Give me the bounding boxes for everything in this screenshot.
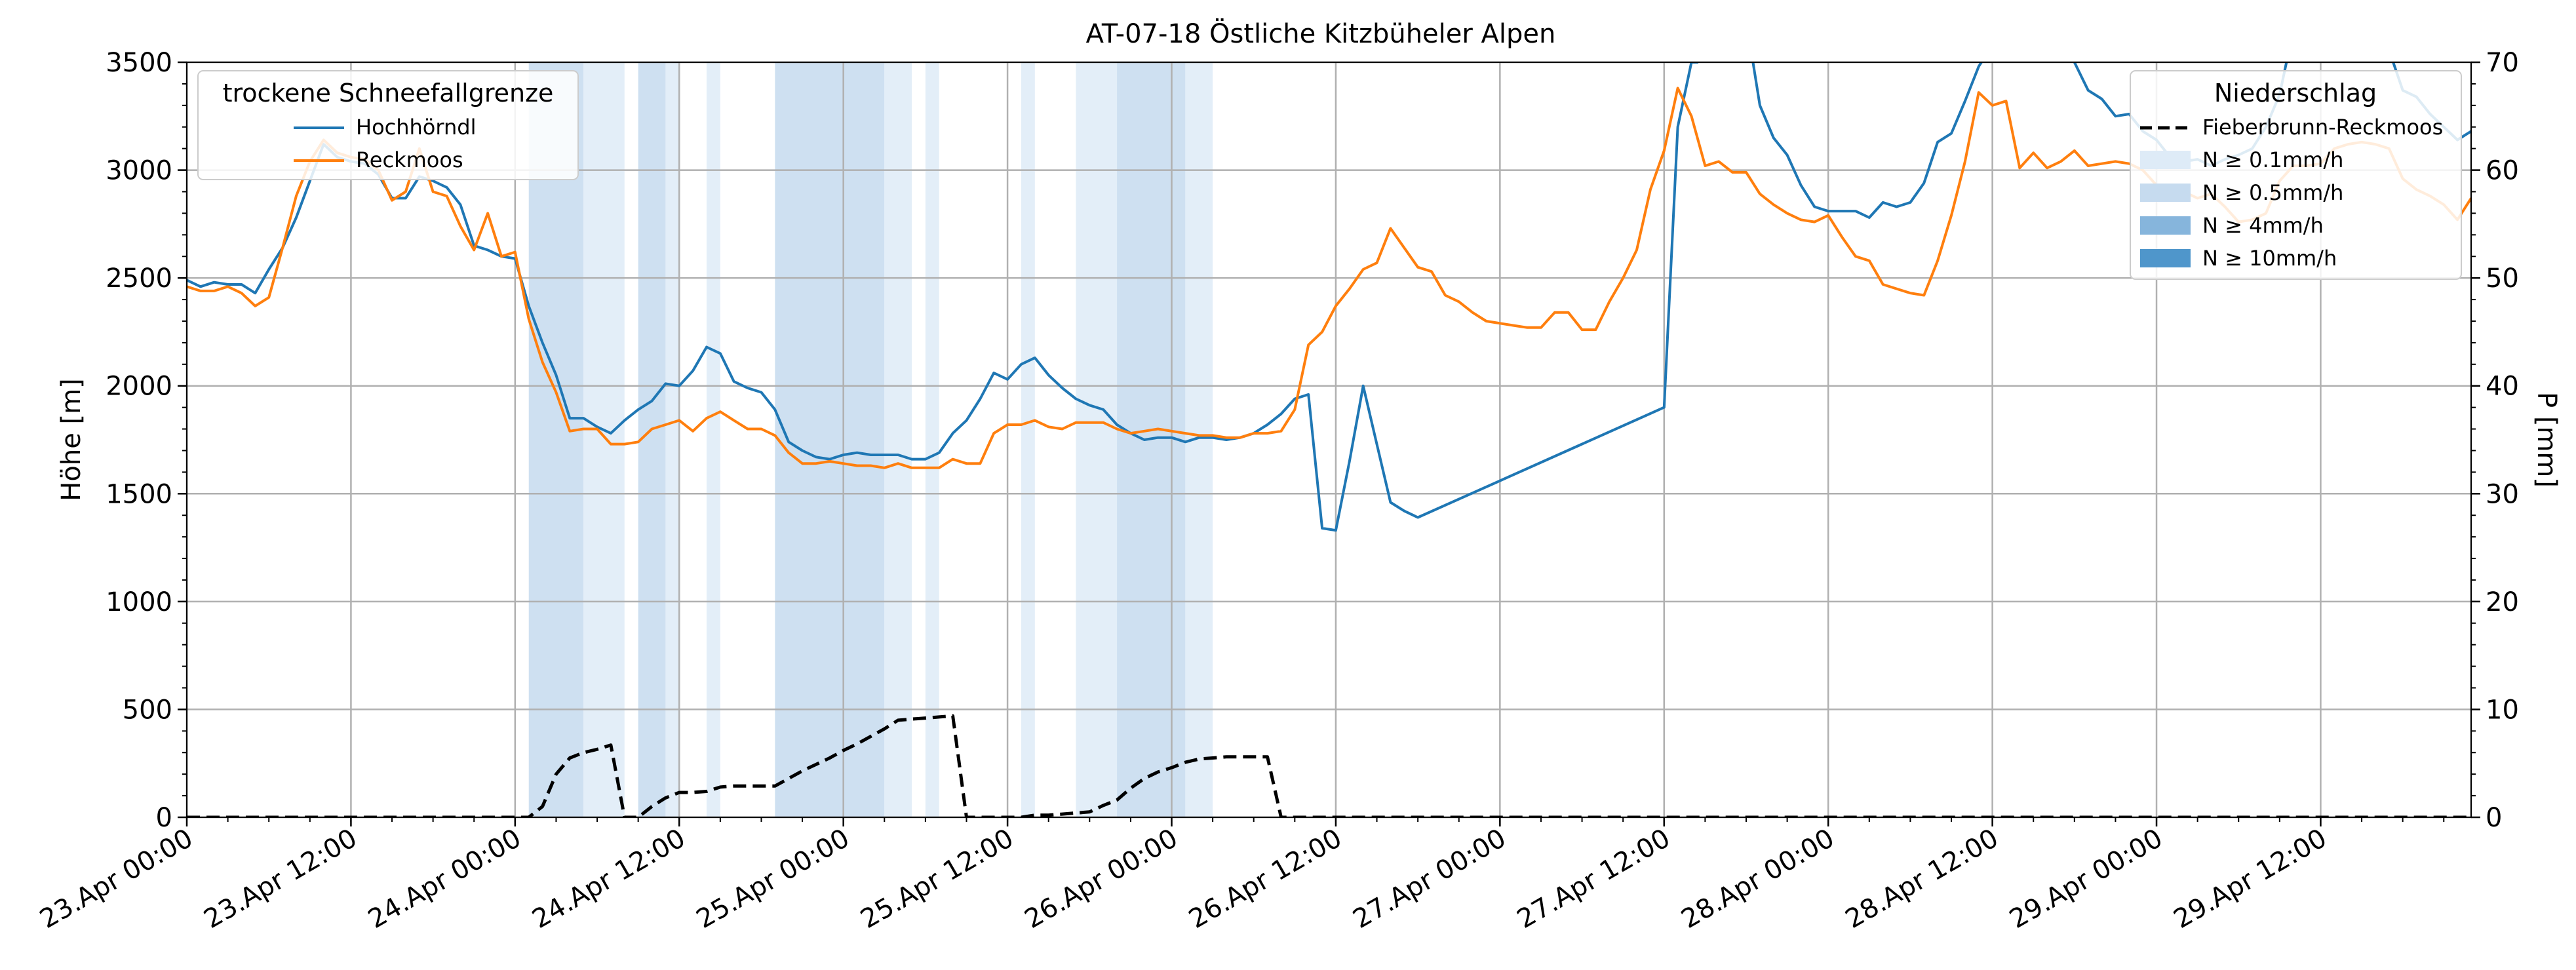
precip-band-3 <box>665 62 680 817</box>
series-line-hochh-rndl-1 <box>1751 62 1983 219</box>
precip-band-9 <box>1076 62 1118 817</box>
legend-precip-title: Niederschlag <box>2214 79 2377 107</box>
y-tick-label-1: 500 <box>123 695 172 725</box>
y2-tick-label-3: 30 <box>2486 479 2519 509</box>
y-tick-label-4: 2000 <box>106 372 172 402</box>
legend-swatch-intensity-0 <box>2140 151 2191 169</box>
legend-swatch-intensity-1 <box>2140 184 2191 202</box>
precip-band-8 <box>1021 62 1035 817</box>
y2-axis-label: P [mm] <box>2531 392 2562 488</box>
y2-tick-label-7: 70 <box>2486 48 2519 78</box>
y-tick-label-0: 0 <box>156 803 172 833</box>
precip-band-5 <box>775 62 885 817</box>
series-line-reckmoos-4 <box>187 87 2471 469</box>
y2-tick-label-4: 40 <box>2486 372 2519 402</box>
y2-tick-label-1: 10 <box>2486 695 2519 725</box>
y-tick-label-3: 1500 <box>106 479 172 509</box>
y-axis-label: Höhe [m] <box>56 378 87 501</box>
legend-precipitation: Niederschlag Fieberbrunn-Reckmoos N ≥ 0.… <box>2130 70 2462 280</box>
legend-label-fieberbrunn: Fieberbrunn-Reckmoos <box>2202 115 2443 140</box>
precip-band-1 <box>583 62 625 817</box>
legend-label-intensity-2: N ≥ 4mm/h <box>2202 213 2324 238</box>
y-tick-label-6: 3000 <box>106 156 172 186</box>
y-tick-label-7: 3500 <box>106 48 172 78</box>
y2-tick-label-2: 20 <box>2486 587 2519 617</box>
legend-label-intensity-1: N ≥ 0.5mm/h <box>2202 180 2343 205</box>
precip-band-7 <box>925 62 939 817</box>
precip-band-2 <box>638 62 666 817</box>
legend-snowline-box <box>197 70 579 180</box>
legend-label-hochhoerndl: Hochhörndl <box>356 115 476 140</box>
y2-tick-label-6: 60 <box>2486 156 2519 186</box>
legend-label-intensity-3: N ≥ 10mm/h <box>2202 246 2337 271</box>
plot-frame <box>185 61 2472 819</box>
legend-swatch-intensity-2 <box>2140 216 2191 235</box>
precip-band-6 <box>884 62 912 817</box>
y2-tick-label-0: 0 <box>2486 803 2502 833</box>
legend-precip-box <box>2130 70 2462 280</box>
legend-label-intensity-0: N ≥ 0.1mm/h <box>2202 147 2343 172</box>
legend-swatch-intensity-3 <box>2140 249 2191 267</box>
y-tick-label-5: 2500 <box>106 263 172 294</box>
y2-tick-label-5: 50 <box>2486 263 2519 294</box>
precip-bands <box>528 62 1213 817</box>
series-line-hochh-rndl-0 <box>187 62 1698 532</box>
y-tick-label-2: 1000 <box>106 587 172 617</box>
legend-label-reckmoos: Reckmoos <box>356 147 463 172</box>
precip-band-0 <box>528 62 584 817</box>
series-line-fieberbrunn-reckmoos-5 <box>187 714 2471 817</box>
precip-band-4 <box>706 62 720 817</box>
chart-title: AT-07-18 Östliche Kitzbüheler Alpen <box>1086 18 1556 49</box>
legend-snowline-title: trockene Schneefallgrenze <box>223 79 554 107</box>
legend-snowline: trockene Schneefallgrenze Hochhörndl Rec… <box>197 70 579 180</box>
